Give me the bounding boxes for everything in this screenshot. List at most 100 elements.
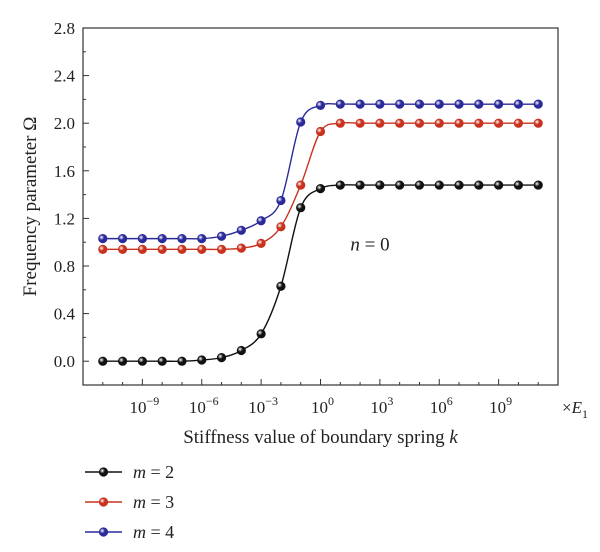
data-point <box>236 225 246 235</box>
legend-marker <box>98 497 109 507</box>
x-axis-label: Stiffness value of boundary spring k <box>183 427 458 448</box>
data-point <box>315 126 326 137</box>
data-point <box>296 203 306 213</box>
y-tick-label: 2.8 <box>54 19 75 38</box>
series-line <box>102 184 539 362</box>
data-point <box>256 216 266 226</box>
data-point <box>513 99 524 109</box>
data-point <box>454 118 464 128</box>
data-point <box>197 244 207 254</box>
data-point <box>513 118 524 128</box>
data-point <box>434 99 444 109</box>
legend: m = 2 m = 3 m = 4 <box>85 462 174 542</box>
data-point <box>256 329 266 339</box>
data-point <box>216 244 227 254</box>
data-point <box>414 99 425 109</box>
data-point <box>375 99 385 109</box>
data-point <box>177 244 187 254</box>
data-point <box>117 356 128 366</box>
data-point <box>414 180 425 190</box>
data-point <box>494 180 504 190</box>
x-tick-label: 10−3 <box>248 394 278 417</box>
series-2 <box>98 180 543 366</box>
y-tick-label: 0.8 <box>54 257 75 276</box>
data-point <box>355 99 365 109</box>
data-point <box>355 180 365 190</box>
annotation-n-label: n = 0 <box>350 235 389 256</box>
data-point <box>434 180 444 190</box>
legend-item: m = 4 <box>85 522 174 542</box>
data-point <box>157 244 167 254</box>
data-point <box>335 180 345 190</box>
data-point <box>494 118 504 128</box>
data-point <box>98 356 108 366</box>
x-tick-label: 10−9 <box>129 394 159 417</box>
data-point <box>335 99 345 109</box>
x-tick-label: 109 <box>489 394 512 417</box>
data-point <box>216 231 227 241</box>
data-point <box>335 118 345 128</box>
data-point <box>137 356 147 366</box>
data-point <box>98 244 108 254</box>
data-point <box>375 118 385 128</box>
data-point <box>474 99 484 109</box>
series-4 <box>98 99 543 244</box>
data-point <box>157 234 167 244</box>
data-point <box>315 184 326 194</box>
data-point <box>216 353 227 363</box>
data-point <box>513 180 524 190</box>
legend-marker <box>98 527 109 537</box>
x-tick-label: 100 <box>311 394 334 417</box>
data-point <box>276 222 286 232</box>
legend-item: m = 2 <box>85 462 174 482</box>
data-point <box>197 355 207 365</box>
data-point <box>533 180 543 190</box>
legend-label: m = 4 <box>133 522 174 542</box>
data-point <box>395 180 405 190</box>
data-point <box>474 180 484 190</box>
y-tick-label: 2.0 <box>54 114 75 133</box>
data-point <box>454 180 464 190</box>
data-point <box>137 244 147 254</box>
data-point <box>454 99 464 109</box>
data-point <box>494 99 504 109</box>
x-unit-label: ×E1 <box>562 398 588 421</box>
data-point <box>533 99 543 109</box>
legend-item: m = 3 <box>85 492 174 512</box>
data-point <box>117 244 128 254</box>
x-tick-label: 10−6 <box>189 394 219 417</box>
data-point <box>296 117 306 127</box>
data-point <box>177 234 187 244</box>
data-point <box>236 243 246 253</box>
y-axis-label: Frequency parameter Ω <box>20 117 41 297</box>
y-tick-label: 1.6 <box>54 162 75 181</box>
legend-label: m = 3 <box>133 492 174 512</box>
x-tick-label: 106 <box>430 394 453 417</box>
data-point <box>236 345 246 356</box>
series-line <box>102 103 539 240</box>
data-point <box>315 100 326 110</box>
axes: 0.0 0.4 0.8 1.2 1.6 2.0 2.4 2.8 10−9 10−6 10−3 100 1… <box>20 19 588 448</box>
data-point <box>117 234 128 244</box>
legend-label: m = 2 <box>133 462 174 482</box>
x-tick-label: 103 <box>370 394 393 417</box>
data-point <box>355 118 365 128</box>
data-point <box>276 195 286 206</box>
data-point <box>414 118 425 128</box>
series-3 <box>98 118 543 254</box>
data-point <box>177 356 187 366</box>
data-point <box>157 356 167 366</box>
data-point <box>137 234 147 244</box>
y-tick-label: 0.4 <box>54 305 76 324</box>
data-point <box>395 99 405 109</box>
data-point <box>533 118 543 128</box>
data-point <box>474 118 484 128</box>
legend-marker <box>98 467 109 477</box>
plot-frame <box>82 27 559 386</box>
data-point <box>375 180 385 190</box>
y-tick-label: 0.0 <box>54 352 75 371</box>
data-point <box>197 234 207 244</box>
data-point <box>256 238 266 248</box>
data-point <box>98 234 108 244</box>
